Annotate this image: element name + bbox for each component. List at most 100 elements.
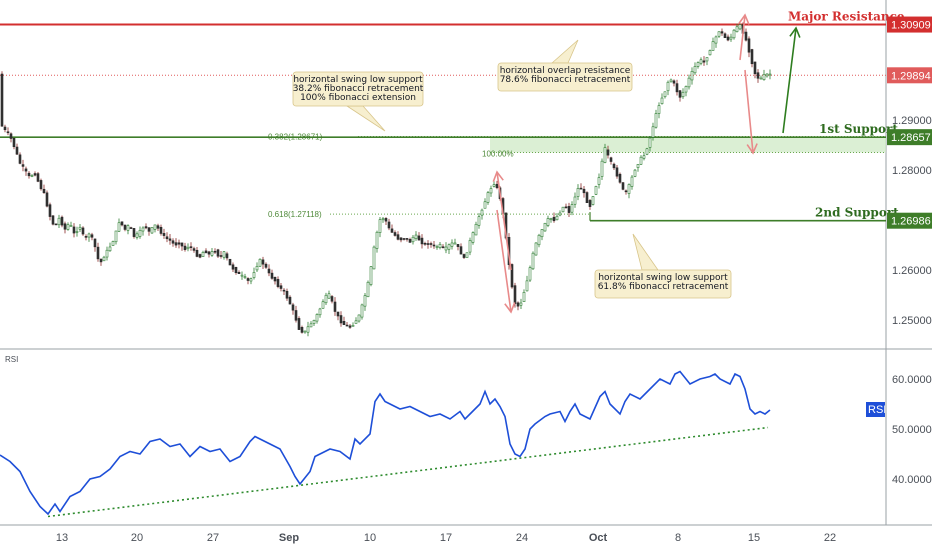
level-label: 1st Support: [819, 122, 898, 136]
annotation-text: 100% fibonacci extension: [300, 93, 416, 103]
candle-body: [42, 188, 46, 194]
candle-body: [543, 222, 547, 232]
candle-body: [408, 239, 412, 243]
candle-body: [390, 228, 394, 233]
candle-body: [45, 192, 49, 207]
candle-body: [369, 266, 373, 285]
candle-body: [150, 227, 154, 234]
candle-body: [297, 318, 301, 330]
candle-body: [531, 252, 535, 270]
candle-body: [78, 226, 82, 230]
candle-body: [351, 325, 355, 327]
candle-body: [111, 241, 115, 246]
candle-body: [219, 255, 223, 257]
candle-body: [657, 105, 661, 114]
candle-body: [519, 302, 523, 306]
candle-body: [210, 251, 214, 256]
candle-body: [651, 126, 655, 138]
candle-body: [195, 249, 199, 257]
candle-body: [702, 60, 706, 63]
candle-body: [690, 70, 694, 81]
candle-body: [171, 240, 175, 244]
candle-body: [24, 168, 28, 172]
candle-body: [759, 77, 763, 80]
date-tick: 17: [440, 532, 452, 544]
candle-body: [336, 311, 340, 317]
candle-body: [354, 320, 358, 324]
candle-body: [306, 326, 310, 333]
candle-body: [480, 209, 484, 216]
candle-body: [735, 26, 739, 33]
candle-body: [81, 227, 85, 235]
candle-body: [18, 154, 22, 164]
candle-body: [300, 327, 304, 333]
candle-body: [717, 31, 721, 37]
candle-body: [309, 323, 313, 328]
candle-body: [264, 263, 268, 268]
candle-body: [459, 246, 463, 255]
candle-body: [534, 242, 538, 256]
fib-label: 0.618(1.27118): [268, 210, 322, 219]
candle-body: [216, 249, 220, 257]
candle-body: [258, 258, 262, 267]
annotation-text: horizontal overlap resistance: [500, 66, 631, 76]
candle-body: [165, 236, 169, 240]
candle-body: [186, 246, 190, 250]
candle-body: [273, 276, 277, 282]
candle-body: [87, 233, 91, 238]
candle-body: [132, 228, 136, 237]
candle-body: [393, 232, 397, 236]
candle-body: [168, 238, 172, 241]
candle-body: [765, 73, 769, 77]
candle-body: [681, 91, 685, 98]
candle-body: [561, 206, 565, 213]
candle-body: [540, 229, 544, 238]
candle-body: [420, 237, 424, 245]
candle-body: [231, 264, 235, 270]
candle-body: [375, 231, 379, 249]
candle-body: [366, 281, 370, 298]
candle-body: [603, 147, 607, 163]
candle-body: [147, 227, 151, 232]
candle-body: [102, 256, 106, 262]
rsi-tick: 60.0000: [892, 374, 932, 386]
candle-body: [705, 57, 709, 62]
rsi-badge: [866, 402, 885, 417]
candle-body: [441, 246, 445, 249]
candle-body: [321, 301, 325, 309]
rsi-line: [0, 370, 771, 516]
candle-body: [372, 246, 376, 270]
candle-body: [597, 177, 601, 185]
candle-body: [660, 97, 664, 105]
candle-body: [654, 113, 658, 128]
candle-body: [90, 234, 94, 238]
candle-body: [678, 90, 682, 98]
candle-body: [567, 206, 571, 213]
candle-body: [225, 253, 229, 259]
annotation-text: horizontal swing low support: [598, 273, 728, 283]
candle-body: [612, 163, 616, 169]
candle-body: [135, 233, 139, 238]
candle-body: [720, 31, 724, 34]
date-tick: 22: [824, 532, 836, 544]
candle-body: [126, 225, 130, 231]
candle-body: [585, 192, 589, 204]
current-price-badge-text: 1.29894: [891, 70, 931, 82]
candle-body: [699, 59, 703, 64]
candle-body: [696, 62, 700, 67]
candle-body: [66, 224, 70, 230]
candle-body: [537, 234, 541, 246]
arrow-down-pink: [496, 209, 516, 314]
rsi-badge-text: RSI: [868, 404, 886, 416]
candle-body: [672, 80, 676, 84]
candle-body: [213, 250, 217, 253]
candle-body: [312, 320, 316, 324]
candle-body: [153, 224, 157, 230]
candle-body: [72, 226, 76, 234]
fib-label: 100.00%: [482, 150, 514, 159]
date-tick: Oct: [589, 532, 608, 544]
candle-body: [549, 217, 553, 221]
candle-body: [447, 244, 451, 250]
